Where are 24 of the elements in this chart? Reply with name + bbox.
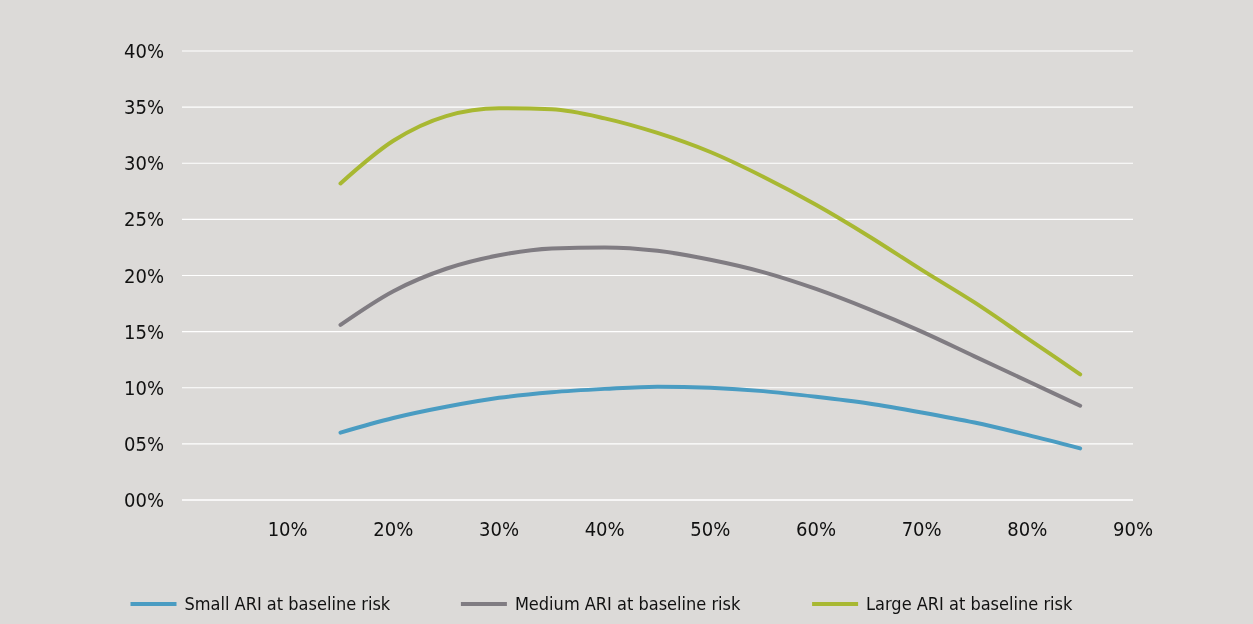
x-tick-label: 50% (690, 517, 731, 541)
line-series (338, 384, 1083, 451)
y-tick-label: 20% (124, 263, 164, 288)
legend-label: Medium ARI at baseline risk (514, 593, 742, 615)
x-tick-label: 60% (796, 517, 836, 541)
x-tick-label: 40% (584, 517, 625, 541)
y-tick-label: 05% (124, 431, 164, 456)
y-tick-label: 35% (124, 95, 164, 120)
y-tick-label: 00% (124, 488, 164, 512)
legend-label: Small ARI at baseline risk (184, 593, 391, 615)
line-series (338, 245, 1083, 408)
x-tick-label: 90% (1113, 517, 1153, 541)
y-tick-label: 30% (124, 151, 164, 176)
x-tick-label: 10% (267, 517, 308, 541)
x-tick-label: 20% (373, 517, 414, 541)
legend-label: Large ARI at baseline risk (866, 593, 1073, 615)
x-tick-label: 70% (901, 517, 942, 541)
y-tick-label: 15% (124, 319, 164, 344)
y-tick-label: 40% (124, 39, 164, 63)
x-tick-label: 30% (479, 517, 519, 541)
line-series (338, 106, 1083, 377)
y-tick-label: 25% (124, 207, 164, 232)
x-tick-label: 80% (1007, 517, 1048, 541)
y-tick-label: 10% (124, 375, 164, 400)
